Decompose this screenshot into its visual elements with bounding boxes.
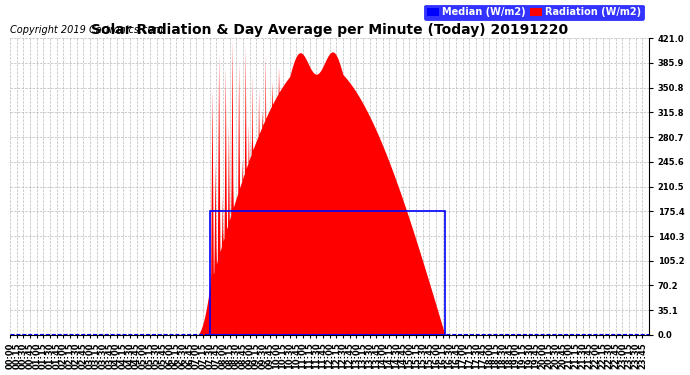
Text: Copyright 2019 Cartronics.com: Copyright 2019 Cartronics.com <box>10 25 163 35</box>
Bar <box>210 211 445 335</box>
Title: Solar Radiation & Day Average per Minute (Today) 20191220: Solar Radiation & Day Average per Minute… <box>91 23 568 37</box>
Legend: Median (W/m2), Radiation (W/m2): Median (W/m2), Radiation (W/m2) <box>424 4 644 20</box>
